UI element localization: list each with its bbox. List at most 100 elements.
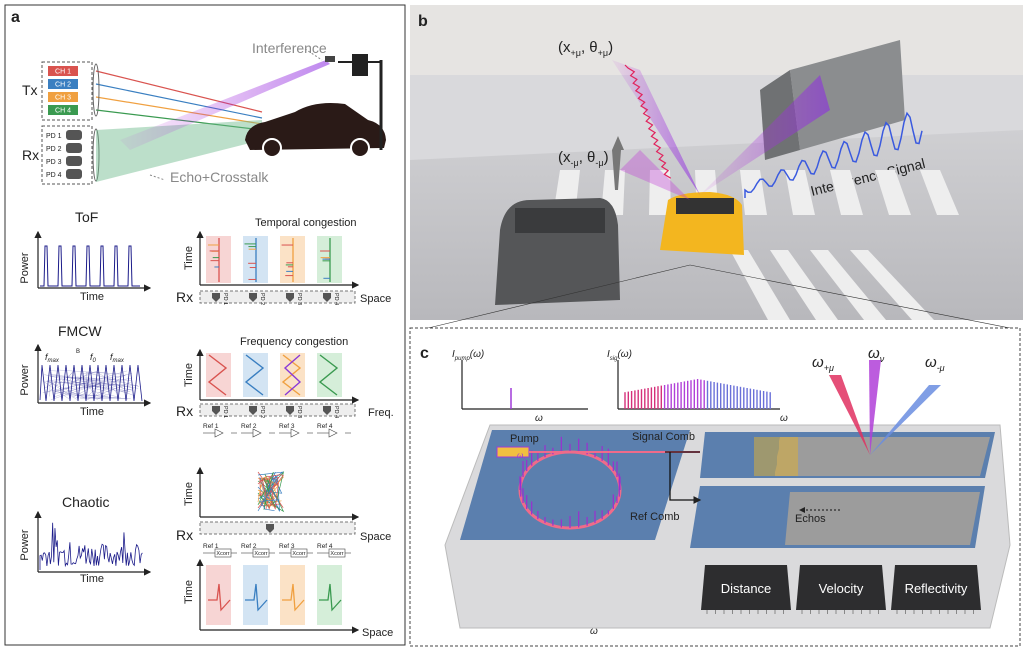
chirp-fill [87,373,133,387]
tof-congestion: Temporal congestion [255,217,357,229]
chaotic-signal [39,522,143,570]
pd-label: PD 4 [333,293,339,305]
chirp-fill [58,369,122,375]
beam-label: ω+μ [812,354,834,373]
chirp-fill [120,388,135,392]
echos-label: Echos [795,513,826,525]
chaotic-power: Power [19,529,31,561]
fmcw-y-axis: Time [183,363,195,387]
pd-icon [323,293,331,302]
ref-label: Ref 4 [317,543,333,550]
crosswalk-stripe [920,170,959,215]
grating [785,492,980,545]
ref-label: Ref 3 [279,423,295,430]
pd-label: PD 1 [46,133,62,140]
label-part: (x [558,149,571,166]
chirp-fill [42,382,90,393]
beam-label: ων [868,345,885,364]
pd-icon [286,406,294,415]
xcorr-label: Xcorr [330,551,343,557]
chirp-fill [47,370,76,393]
pd-label: PD 2 [259,406,265,418]
pd-icon [249,293,257,302]
chaotic-rx: Rx [176,527,193,543]
pd-label: PD 4 [333,406,339,418]
tangled-trace [257,470,285,513]
ref-comb-label: Ref Comb [630,511,680,523]
chirp-fill [91,390,121,398]
ref-label: Ref 2 [241,543,257,550]
channel-label: CH 3 [55,95,71,102]
pd-box [66,156,82,166]
rx-box [41,125,93,185]
chirp-fill [72,381,102,398]
pd-label: PD 2 [46,146,62,153]
pd-label: PD 3 [296,293,302,305]
chirp-fill [49,372,51,397]
pd-label: PD 4 [46,172,62,179]
crosswalk-stripe [875,170,911,215]
omega: ω [868,345,880,362]
xcorr-peak [245,583,268,612]
tangled-trace [257,471,278,505]
fmcw-power: Power [19,364,31,396]
fmax-label: fmax [45,352,60,364]
rx-bar [199,521,356,535]
pd-label: PD 1 [222,293,228,305]
chirp-fill [48,378,66,381]
rx-bar [199,403,356,417]
crosswalk-stripe [810,250,886,320]
emitted-beam [870,385,941,455]
chirp-fill [44,374,113,392]
mixer [328,428,338,438]
label-sub: -μ [571,158,579,168]
output-chip [891,565,981,610]
fmcw-time: Time [80,406,104,418]
channel-box [48,79,78,89]
intensity-sub: sig [610,356,618,362]
traffic-light [352,54,368,76]
channel-box [48,92,78,102]
crosswalk-stripe [649,170,671,215]
chirp-fill [54,377,132,394]
chirp-fill [85,372,88,396]
intensity-symbol: I [452,349,455,360]
chirp-fill [85,381,97,398]
label-sub: -μ [595,158,603,168]
tof-y-axis: Time [183,246,195,270]
chirp-trace [283,354,302,396]
omega: ω [517,451,523,460]
intensity-sub: pump [454,356,471,362]
fmax-sub: max [113,358,125,364]
truck [790,40,905,150]
label-sub: +μ [598,48,608,58]
interference-beam [120,60,330,150]
pd-icon [212,406,220,415]
fmcw-rx: Rx [176,403,193,419]
emitted-beam [829,375,870,455]
tof-title: ToF [75,209,98,225]
intensity-arg: (ω) [617,349,631,360]
bandwidth-label: B [76,349,80,355]
beam [95,96,263,125]
omega-label: ω [590,626,598,637]
minus-label: (x-μ, θ-μ) [558,149,609,168]
f-symbol: f [110,352,114,362]
rx-label: Rx [22,147,39,163]
spectrum-label: Ipump(ω) [452,349,484,362]
chip [460,430,690,540]
chirp-fill [108,384,133,391]
chirp-fill [55,387,70,392]
tof-rx: Rx [176,289,193,305]
chirp-fill [87,382,131,400]
panel-c: c Ipump(ω)ωIsig(ω)ωIref(ω)ωPumpωνSignal … [409,327,1021,647]
chirp-fill [60,389,66,393]
pd-icon [249,406,257,415]
channel-label: CH 4 [55,108,71,115]
omega-sub: +μ [824,363,834,373]
interference-label: Interference [252,40,327,56]
f0-label: f0 [90,352,97,364]
pd-label: PD 3 [296,406,302,418]
xcorr-label: Xcorr [292,551,305,557]
